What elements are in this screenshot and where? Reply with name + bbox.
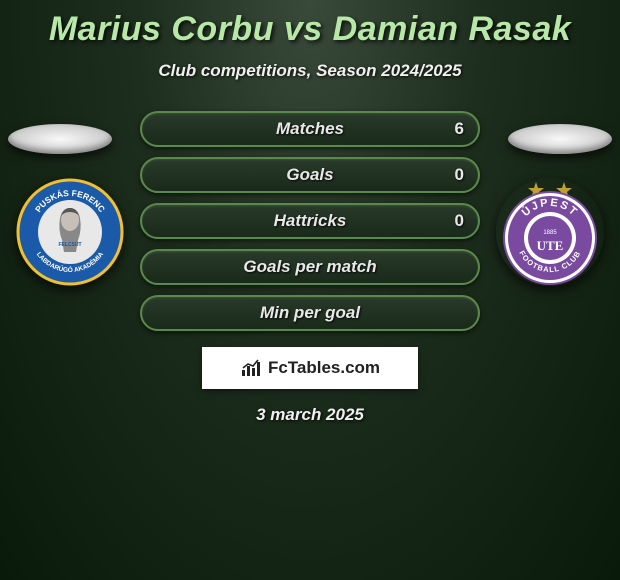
date-text: 3 march 2025 — [0, 405, 620, 425]
svg-text:FELCSÚT: FELCSÚT — [58, 241, 81, 248]
page-title: Marius Corbu vs Damian Rasak — [0, 0, 620, 49]
svg-text:1885: 1885 — [543, 230, 557, 236]
player-platform-left — [8, 124, 112, 154]
player-platform-right — [508, 124, 612, 154]
stat-row-goals: Goals 0 — [140, 157, 480, 193]
club-badge-left: PUSKÁS FERENC LABDARÚGÓ AKADÉMIA FELCSÚT — [16, 178, 124, 286]
ujpest-badge-icon: ÚJPEST FOOTBALL CLUB 1885 UTE — [496, 178, 604, 286]
stat-right-value: 0 — [455, 211, 464, 231]
stat-right-value: 6 — [455, 119, 464, 139]
club-badge-right: ÚJPEST FOOTBALL CLUB 1885 UTE — [496, 178, 604, 286]
brand-text: FcTables.com — [268, 358, 380, 378]
stat-label: Goals — [286, 165, 333, 185]
puskas-badge-icon: PUSKÁS FERENC LABDARÚGÓ AKADÉMIA FELCSÚT — [16, 178, 124, 286]
brand-footer: FcTables.com — [202, 347, 418, 389]
page-subtitle: Club competitions, Season 2024/2025 — [0, 61, 620, 81]
stat-row-matches: Matches 6 — [140, 111, 480, 147]
stat-row-goals-per-match: Goals per match — [140, 249, 480, 285]
stat-right-value: 0 — [455, 165, 464, 185]
stat-row-min-per-goal: Min per goal — [140, 295, 480, 331]
stat-row-hattricks: Hattricks 0 — [140, 203, 480, 239]
chart-icon — [240, 358, 264, 378]
stat-label: Matches — [276, 119, 344, 139]
stat-label: Min per goal — [260, 303, 360, 323]
stat-label: Goals per match — [243, 257, 376, 277]
stat-label: Hattricks — [274, 211, 347, 231]
svg-text:UTE: UTE — [537, 238, 564, 253]
